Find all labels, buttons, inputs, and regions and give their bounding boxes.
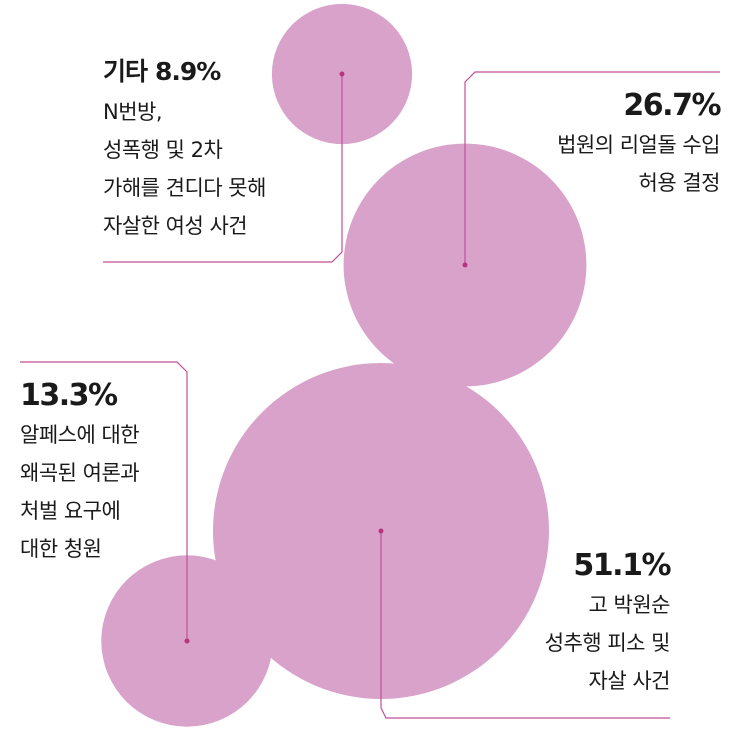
bubble-center-dot-other bbox=[339, 71, 345, 77]
label-other-head: 기타 8.9% bbox=[103, 54, 266, 93]
label-other-line-4: 자살한 여성 사건 bbox=[103, 214, 248, 238]
leader-lines-group bbox=[20, 71, 720, 719]
label-alpes-line-3: 처벌 요구에 bbox=[20, 499, 121, 523]
label-other-value: 8.9% bbox=[155, 57, 221, 86]
label-parkwonsoon-line-1: 고 박원순 bbox=[588, 593, 671, 617]
label-parkwonsoon-value: 51.1% bbox=[573, 548, 671, 583]
label-realdoll: 26.7% 법원의 리얼돌 수입 허용 결정 bbox=[557, 86, 721, 202]
leader-line-other bbox=[103, 74, 343, 263]
bubble-center-dot-realdoll bbox=[462, 262, 468, 268]
label-realdoll-line-1: 법원의 리얼돌 수입 bbox=[557, 133, 720, 157]
label-realdoll-value: 26.7% bbox=[623, 88, 721, 123]
label-alpes: 13.3% 알페스에 대한 왜곡된 여론과 처벌 요구에 대한 청원 bbox=[20, 376, 140, 568]
label-other-line-2: 성폭행 및 2차 bbox=[103, 138, 223, 162]
label-alpes-line-2: 왜곡된 여론과 bbox=[20, 461, 140, 485]
label-other: 기타 8.9% N번방, 성폭행 및 2차 가해를 견디다 못해 자살한 여성 사… bbox=[103, 54, 266, 245]
leader-line-parkwonsoon bbox=[380, 531, 670, 719]
label-parkwonsoon: 51.1% 고 박원순 성추행 피소 및 자살 사건 bbox=[544, 546, 672, 700]
label-other-line-1: N번방, bbox=[103, 100, 163, 124]
leader-line-alpes bbox=[20, 361, 188, 641]
leader-line-realdoll bbox=[464, 71, 720, 265]
label-alpes-line-1: 알페스에 대한 bbox=[20, 423, 140, 447]
label-alpes-line-4: 대한 청원 bbox=[20, 537, 102, 561]
label-alpes-value: 13.3% bbox=[20, 378, 118, 413]
label-parkwonsoon-line-2: 성추행 피소 및 bbox=[544, 631, 671, 655]
label-other-name: 기타 bbox=[103, 57, 148, 86]
bubble-center-dot-parkwonsoon bbox=[378, 528, 384, 534]
label-realdoll-line-2: 허용 결정 bbox=[638, 171, 721, 195]
bubble-center-dot-alpes bbox=[184, 638, 190, 644]
label-other-line-3: 가해를 견디다 못해 bbox=[103, 176, 266, 200]
label-parkwonsoon-line-3: 자살 사건 bbox=[588, 669, 671, 693]
